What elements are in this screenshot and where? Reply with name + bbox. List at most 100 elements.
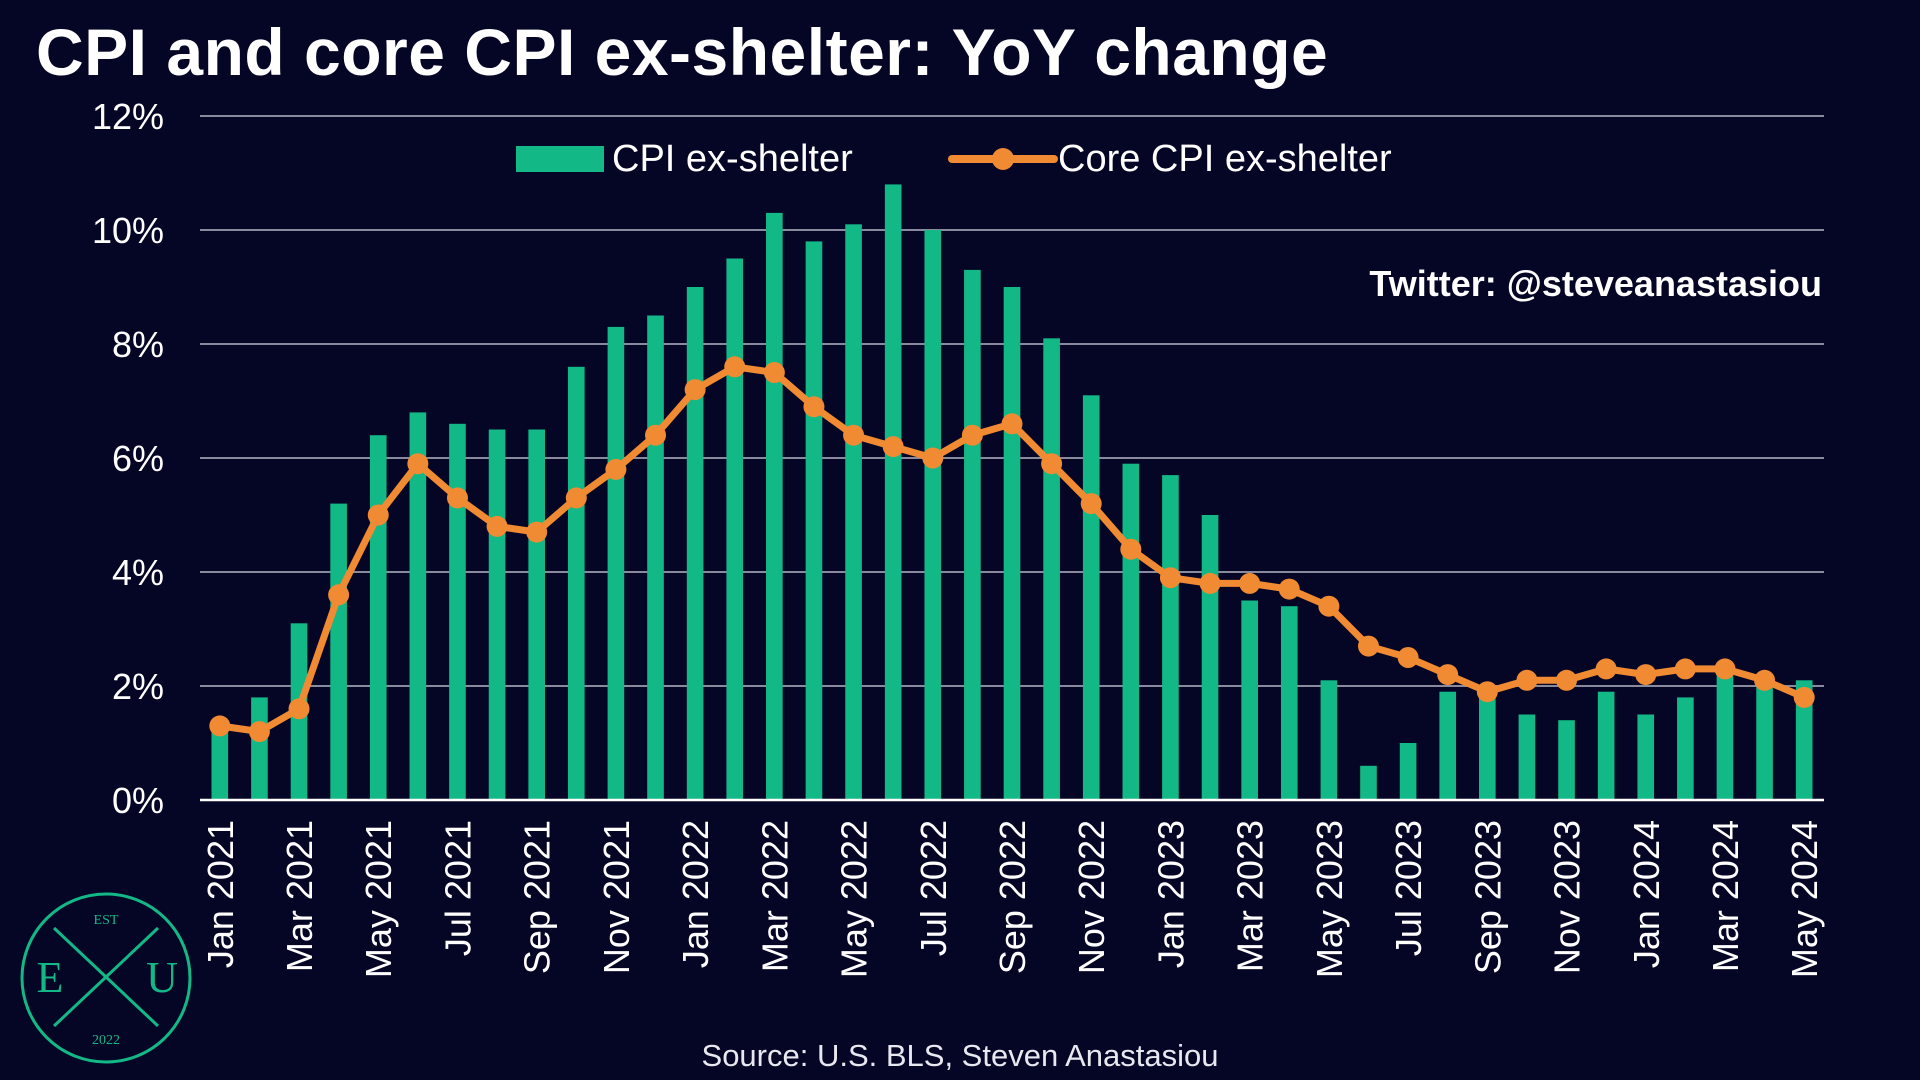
legend-marker-line <box>992 148 1014 170</box>
y-tick-label: 2% <box>112 666 164 707</box>
line-point <box>961 424 983 446</box>
line-point <box>1239 572 1261 594</box>
bar <box>1637 714 1655 800</box>
bar <box>1122 463 1140 800</box>
bar <box>1082 395 1100 800</box>
line-point <box>724 356 746 378</box>
legend-label-line: Core CPI ex-shelter <box>1058 138 1392 180</box>
legend-label-bar: CPI ex-shelter <box>612 138 853 180</box>
bar <box>1518 714 1536 800</box>
bar <box>964 269 981 800</box>
bar <box>1558 720 1575 800</box>
bar <box>647 315 664 800</box>
line-point <box>763 362 785 383</box>
x-tick-label: Jul 2022 <box>913 820 954 956</box>
y-tick-label: 10% <box>92 210 164 251</box>
bar <box>1716 668 1734 800</box>
x-tick-label: Sep 2022 <box>992 820 1033 974</box>
twitter-annotation: Twitter: @steveanastasiou <box>1369 263 1822 304</box>
line-point <box>565 487 587 509</box>
line-point <box>1159 567 1181 589</box>
line-point <box>446 487 468 509</box>
bar <box>1597 691 1615 800</box>
bar <box>726 258 744 800</box>
line-point <box>605 458 627 480</box>
bar <box>1162 475 1179 800</box>
line-point <box>367 504 389 526</box>
line-point <box>1437 664 1459 686</box>
x-tick-label: Jan 2023 <box>1150 820 1191 968</box>
bar <box>1241 600 1258 800</box>
line-point <box>1318 595 1340 617</box>
bar <box>330 503 347 800</box>
legend-swatch-bar <box>516 146 604 172</box>
bar <box>924 230 942 800</box>
line-point <box>922 447 944 469</box>
exu-logo: EST E U 2022 <box>20 892 192 1064</box>
line-point <box>1120 538 1142 560</box>
x-tick-label: Sep 2023 <box>1467 820 1508 974</box>
line-point <box>1793 686 1815 708</box>
bar <box>1439 691 1457 800</box>
y-tick-label: 0% <box>112 780 164 821</box>
bar <box>1320 680 1338 800</box>
line-point <box>1397 647 1419 668</box>
logo-letter-e: E <box>37 953 64 1002</box>
line-point <box>1001 413 1023 435</box>
line-point <box>1357 635 1379 657</box>
y-axis: 0% 2% 4% 6% 8% 10% 12% <box>92 96 164 821</box>
x-axis: Jan 2021 Mar 2021 May 2021 Jul 2021 Sep 2021… <box>200 798 1825 978</box>
bar <box>1280 606 1298 800</box>
bar <box>1795 680 1813 800</box>
line-point <box>1556 669 1578 691</box>
bar <box>449 423 466 800</box>
line-point <box>1476 681 1498 703</box>
line-point <box>843 424 865 446</box>
x-tick-label: Mar 2022 <box>754 820 795 972</box>
line-point <box>288 698 310 720</box>
line-point <box>803 396 825 418</box>
x-tick-label: Nov 2022 <box>1071 820 1112 974</box>
line-point <box>684 379 706 401</box>
x-tick-label: May 2023 <box>1309 820 1350 978</box>
line-point <box>209 715 231 737</box>
chart-title: CPI and core CPI ex-shelter: YoY change <box>36 15 1329 89</box>
x-tick-label: Jan 2021 <box>200 820 241 968</box>
line-point <box>1674 658 1696 680</box>
bar <box>607 326 625 800</box>
bar <box>409 412 427 800</box>
x-tick-label: Jul 2023 <box>1388 820 1429 956</box>
bar <box>884 184 902 800</box>
bar <box>488 429 506 800</box>
logo-est: EST <box>94 913 119 928</box>
bar <box>567 366 585 800</box>
bar <box>1478 686 1496 800</box>
line-point <box>1278 578 1300 600</box>
bar <box>1399 743 1417 800</box>
logo-slash-2 <box>52 926 160 1028</box>
x-tick-label: Nov 2021 <box>596 820 637 974</box>
x-tick-label: Mar 2024 <box>1705 820 1746 972</box>
bar <box>1043 338 1060 800</box>
x-tick-label: Mar 2023 <box>1230 820 1271 972</box>
chart-source: Source: U.S. BLS, Steven Anastasiou <box>701 1038 1219 1073</box>
bar <box>251 697 268 800</box>
line-point <box>882 436 904 458</box>
line-point <box>1080 493 1102 515</box>
x-tick-label: Jan 2024 <box>1626 820 1667 968</box>
y-tick-label: 8% <box>112 324 164 365</box>
bar <box>369 435 387 800</box>
y-tick-label: 6% <box>112 438 164 479</box>
y-tick-label: 12% <box>92 96 164 137</box>
line-point <box>248 721 270 743</box>
line-point <box>1635 664 1657 686</box>
line-point <box>1714 658 1736 680</box>
line-point <box>1754 669 1776 691</box>
logo-letter-u: U <box>146 953 178 1002</box>
line-point <box>1595 658 1617 680</box>
line-point <box>1041 453 1063 475</box>
bar <box>1756 680 1773 800</box>
x-tick-label: May 2021 <box>358 820 399 978</box>
bar <box>528 429 546 800</box>
